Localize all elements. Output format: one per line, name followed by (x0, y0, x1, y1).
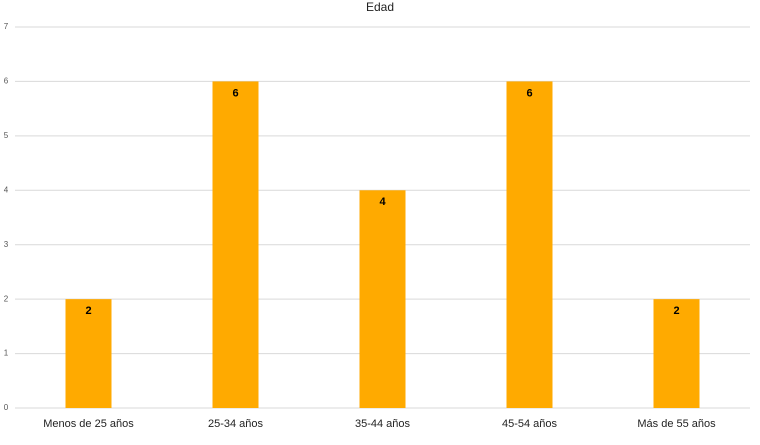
value-label: 6 (232, 87, 238, 99)
x-tick-label: Más de 55 años (637, 418, 716, 430)
y-tick-label: 5 (4, 131, 9, 140)
y-tick-label: 1 (4, 349, 9, 358)
bar (212, 81, 259, 408)
bar (506, 81, 553, 408)
y-tick-label: 2 (4, 294, 9, 303)
x-tick-label: 35-44 años (355, 418, 411, 430)
value-label: 6 (526, 87, 532, 99)
chart-title: Edad (366, 0, 394, 14)
y-tick-label: 0 (4, 403, 9, 412)
x-tick-label: Menos de 25 años (43, 418, 134, 430)
bar (653, 299, 700, 408)
x-tick-label: 25-34 años (208, 418, 264, 430)
bar (359, 190, 406, 408)
y-tick-label: 6 (4, 77, 9, 86)
y-tick-label: 4 (4, 185, 9, 194)
bar (65, 299, 112, 408)
value-label: 2 (673, 305, 679, 317)
value-label: 2 (85, 305, 91, 317)
y-tick-label: 3 (4, 240, 9, 249)
value-label: 4 (379, 196, 386, 208)
y-tick-label: 7 (4, 22, 9, 31)
x-tick-label: 45-54 años (502, 418, 558, 430)
